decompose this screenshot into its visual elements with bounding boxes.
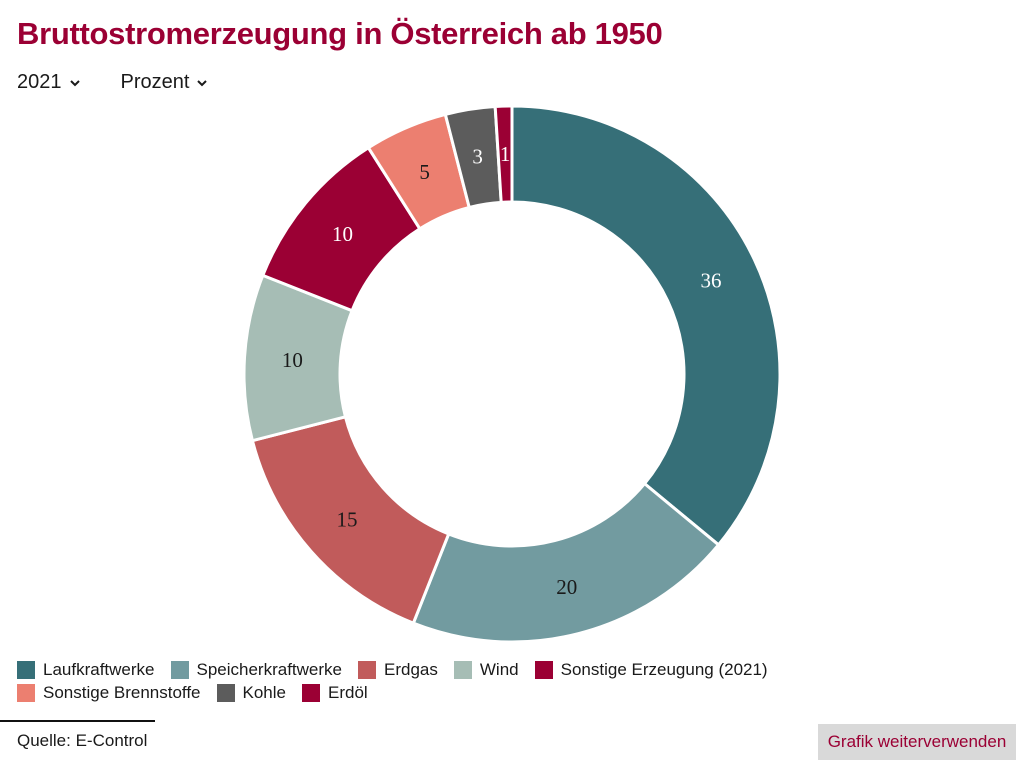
legend-label: Laufkraftwerke <box>43 659 155 679</box>
chevron-down-icon <box>197 79 208 86</box>
legend-swatch <box>358 660 377 679</box>
legend-item[interactable]: Erdöl <box>302 683 368 702</box>
source-note: Quelle: E-Control <box>17 731 148 750</box>
slice-value-label: 10 <box>332 222 353 246</box>
source-divider <box>0 720 155 722</box>
donut-slice-1[interactable] <box>411 481 721 644</box>
slice-value-label: 15 <box>336 507 357 531</box>
slice-value-label: 3 <box>472 145 483 169</box>
legend-swatch <box>216 683 235 702</box>
legend-label: Speicherkraftwerke <box>196 659 343 679</box>
legend-label: Sonstige Erzeugung (2021) <box>560 659 768 679</box>
chart-title: Bruttostromerzeugung in Österreich ab 19… <box>17 16 663 51</box>
unit-dropdown-label: Prozent <box>120 71 190 93</box>
chart-controls: 2021 Prozent <box>17 71 208 94</box>
legend-item[interactable]: Sonstige Brennstoffe <box>17 683 201 702</box>
legend-label: Wind <box>479 659 519 679</box>
slice-value-label: 10 <box>282 348 303 372</box>
reuse-graphic-button[interactable]: Grafik weiterverwenden <box>818 724 1016 760</box>
slice-value-label: 20 <box>556 575 577 599</box>
legend-item[interactable]: Wind <box>453 659 519 679</box>
legend-swatch <box>170 660 189 679</box>
chevron-down-icon <box>69 79 80 86</box>
donut-chart: 36 20 15 10 10 5 3 1 <box>242 104 782 644</box>
donut-slice-0[interactable] <box>510 104 782 547</box>
donut-slice-7[interactable] <box>493 104 514 204</box>
unit-dropdown[interactable]: Prozent <box>121 71 209 94</box>
slice-value-label: 36 <box>701 268 722 292</box>
year-dropdown-label: 2021 <box>17 71 62 93</box>
legend-item[interactable]: Laufkraftwerke <box>17 660 155 679</box>
slice-value-label: 1 <box>500 142 511 166</box>
legend-swatch <box>17 660 35 679</box>
legend-swatch <box>534 660 553 679</box>
chart-legend: Laufkraftwerke Speicherkraftwerke Erdgas Wi… <box>17 660 837 702</box>
legend-swatch <box>453 660 472 679</box>
legend-item[interactable]: Sonstige Erzeugung (2021) <box>534 659 768 679</box>
legend-swatch <box>17 683 35 702</box>
legend-swatch <box>302 683 320 702</box>
legend-item[interactable]: Erdgas <box>358 660 438 679</box>
legend-item[interactable]: Kohle <box>216 682 286 702</box>
year-dropdown[interactable]: 2021 <box>17 71 81 94</box>
legend-label: Kohle <box>242 682 286 702</box>
slice-value-label: 5 <box>419 160 430 184</box>
legend-item[interactable]: Speicherkraftwerke <box>170 659 343 679</box>
legend-label: Erdgas <box>384 659 438 679</box>
legend-label: Erdöl <box>328 682 368 702</box>
legend-label: Sonstige Brennstoffe <box>43 682 201 702</box>
